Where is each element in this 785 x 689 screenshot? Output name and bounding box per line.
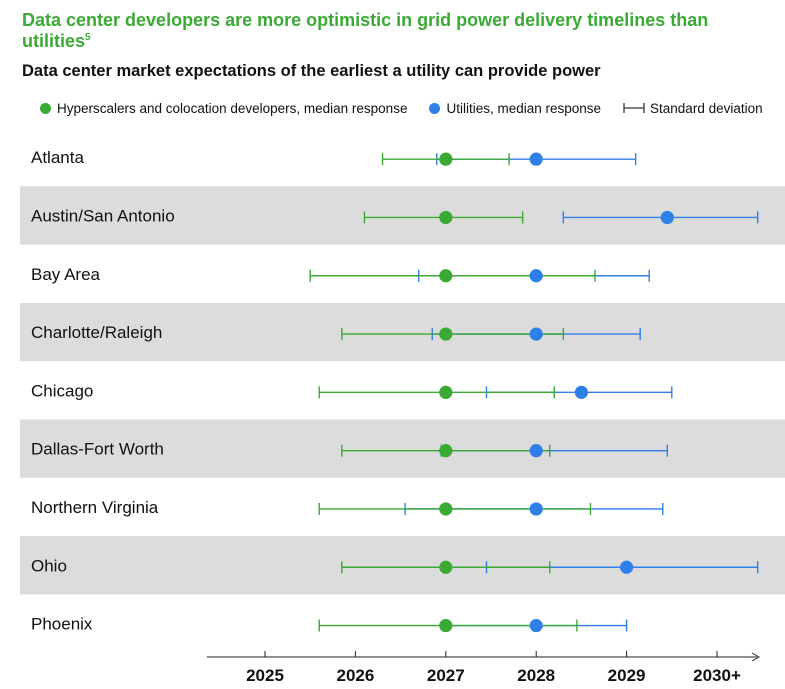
market-label: Dallas-Fort Worth (31, 440, 164, 459)
utilities-median-dot (660, 210, 674, 225)
market-label: Chicago (31, 381, 93, 400)
chart-row-5: Dallas-Fort Worth (20, 419, 785, 478)
developers-median-dot (439, 560, 453, 574)
x-axis: 2025 2026 2027 2028 2029 2030+ (207, 651, 761, 685)
x-tick-label: 2027 (427, 666, 465, 685)
utilities-median-dot (620, 560, 634, 574)
market-label: Bay Area (31, 265, 101, 284)
market-label: Atlanta (31, 148, 84, 167)
legend-dot-utilities (429, 102, 441, 114)
row-band (20, 186, 785, 245)
row-band (20, 302, 785, 362)
market-label: Charlotte/Raleigh (31, 323, 162, 342)
market-label: Northern Virginia (31, 498, 159, 517)
legend-item-sd: Standard deviation (623, 101, 763, 116)
utilities-median-dot (529, 152, 543, 166)
row-band (20, 419, 785, 478)
developers-median-dot (439, 385, 453, 399)
x-tick-label: 2030+ (693, 666, 741, 685)
chart-row-0: Atlanta (31, 148, 637, 167)
chart-row-3: Charlotte/Raleigh (20, 302, 785, 362)
legend: Hyperscalers and colocation developers, … (40, 99, 785, 117)
developers-median-dot (439, 327, 453, 341)
row-band (20, 536, 785, 595)
x-tick-label: 2026 (336, 666, 374, 685)
utilities-median-dot (574, 385, 589, 399)
market-label: Phoenix (31, 615, 93, 634)
chart-row-1: Austin/San Antonio (20, 186, 785, 245)
developers-median-dot (439, 618, 453, 633)
market-label: Ohio (31, 556, 67, 575)
chart-title-text: Data center developers are more optimist… (22, 10, 709, 51)
utilities-median-dot (529, 502, 543, 516)
legend-dot-developers (40, 102, 51, 114)
chart-row-8: Phoenix (31, 615, 628, 634)
x-tick-label: 2025 (246, 666, 284, 685)
utilities-median-dot (529, 618, 543, 633)
developers-median-dot (439, 210, 453, 225)
legend-label-utilities: Utilities, median response (446, 100, 602, 116)
chart-row-7: Ohio (20, 536, 785, 595)
chart-row-4: Chicago (31, 381, 673, 400)
chart-row-2: Bay Area (31, 265, 650, 284)
developers-median-dot (439, 502, 453, 516)
developers-median-dot (439, 152, 453, 166)
legend-item-utilities: Utilities, median response (429, 101, 601, 116)
legend-label-sd: Standard deviation (650, 100, 763, 116)
legend-item-developers: Hyperscalers and colocation developers, … (40, 101, 407, 116)
utilities-median-dot (529, 444, 543, 458)
chart-title: Data center developers are more optimist… (22, 10, 742, 52)
standard-deviation-icon (623, 103, 645, 113)
developers-median-dot (439, 269, 453, 283)
developers-median-dot (439, 444, 453, 458)
chart-subtitle: Data center market expectations of the e… (22, 62, 601, 80)
chart-row-6: Northern Virginia (31, 498, 664, 517)
utilities-median-dot (529, 327, 543, 341)
utilities-median-dot (529, 269, 543, 283)
title-footnote: 5 (85, 32, 91, 43)
x-tick-label: 2028 (517, 666, 555, 685)
legend-label-developers: Hyperscalers and colocation developers, … (57, 100, 408, 116)
x-axis-arrow (751, 652, 761, 662)
market-label: Austin/San Antonio (31, 206, 175, 225)
x-tick-label: 2029 (608, 666, 646, 685)
